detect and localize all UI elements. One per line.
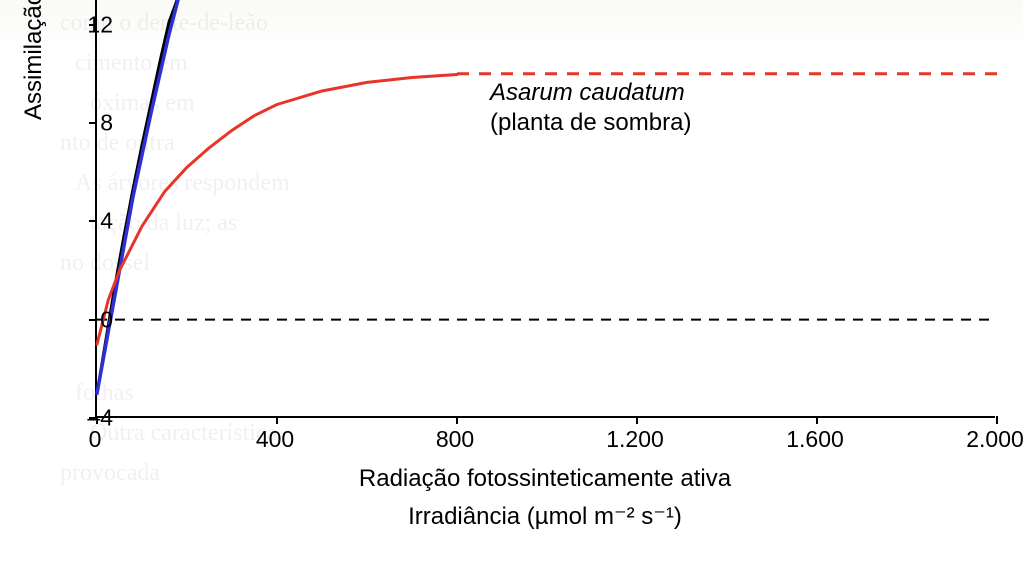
x-axis-label: Radiação fotossinteticamente ativa [95, 465, 995, 493]
x-tick-label: 800 [436, 426, 474, 453]
x-tick [816, 416, 818, 424]
chart-svg [97, 0, 997, 418]
chart-container: Assimilação fotossin –404812 04008001.20… [0, 0, 1023, 562]
asarum-name: Asarum caudatum [490, 79, 685, 106]
x-tick-label: 0 [89, 426, 102, 453]
asarum-label: Asarum caudatum (planta de sombra) [490, 78, 691, 138]
y-tick-label: 4 [83, 208, 113, 235]
y-tick-label: 12 [83, 11, 113, 38]
x-tick [996, 416, 998, 424]
x-tick [456, 416, 458, 424]
x-tick-label: 1.200 [606, 426, 664, 453]
plot-area [95, 0, 995, 418]
y-tick-label: 8 [83, 109, 113, 136]
x-tick [636, 416, 638, 424]
x-tick [276, 416, 278, 424]
x-tick-label: 2.000 [966, 426, 1023, 453]
x-tick-label: 1.600 [786, 426, 844, 453]
x-axis-sublabel: Irradiância (µmol m⁻² s⁻¹) [95, 502, 995, 531]
asarum-subtitle: (planta de sombra) [490, 109, 691, 136]
sun-plant-blue-line [97, 0, 178, 393]
y-axis-label: Assimilação fotossin [20, 0, 48, 120]
x-tick-label: 400 [256, 426, 294, 453]
y-tick-label: 0 [83, 306, 113, 333]
